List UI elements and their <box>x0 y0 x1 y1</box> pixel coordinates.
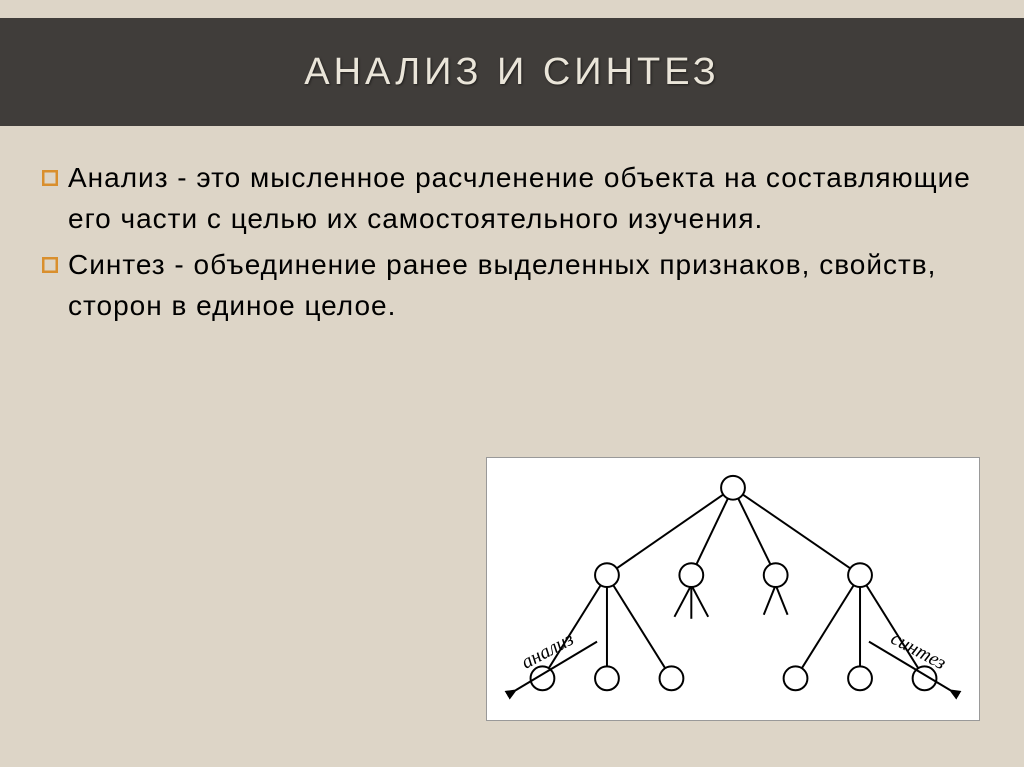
bullet-text: Синтез - объединение ранее выделенных пр… <box>68 245 982 326</box>
square-bullet-icon <box>42 170 58 186</box>
bullet-item: Анализ - это мысленное расчленение объек… <box>42 158 982 239</box>
bullet-item: Синтез - объединение ранее выделенных пр… <box>42 245 982 326</box>
slide: АНАЛИЗ И СИНТЕЗ Анализ - это мысленное р… <box>0 0 1024 767</box>
title-band: АНАЛИЗ И СИНТЕЗ <box>0 18 1024 126</box>
tree-svg: анализсинтез <box>487 458 979 720</box>
tree-diagram: анализсинтез <box>486 457 980 721</box>
slide-title: АНАЛИЗ И СИНТЕЗ <box>304 51 719 94</box>
square-bullet-icon <box>42 257 58 273</box>
content-area: Анализ - это мысленное расчленение объек… <box>42 158 982 332</box>
bullet-text: Анализ - это мысленное расчленение объек… <box>68 158 982 239</box>
